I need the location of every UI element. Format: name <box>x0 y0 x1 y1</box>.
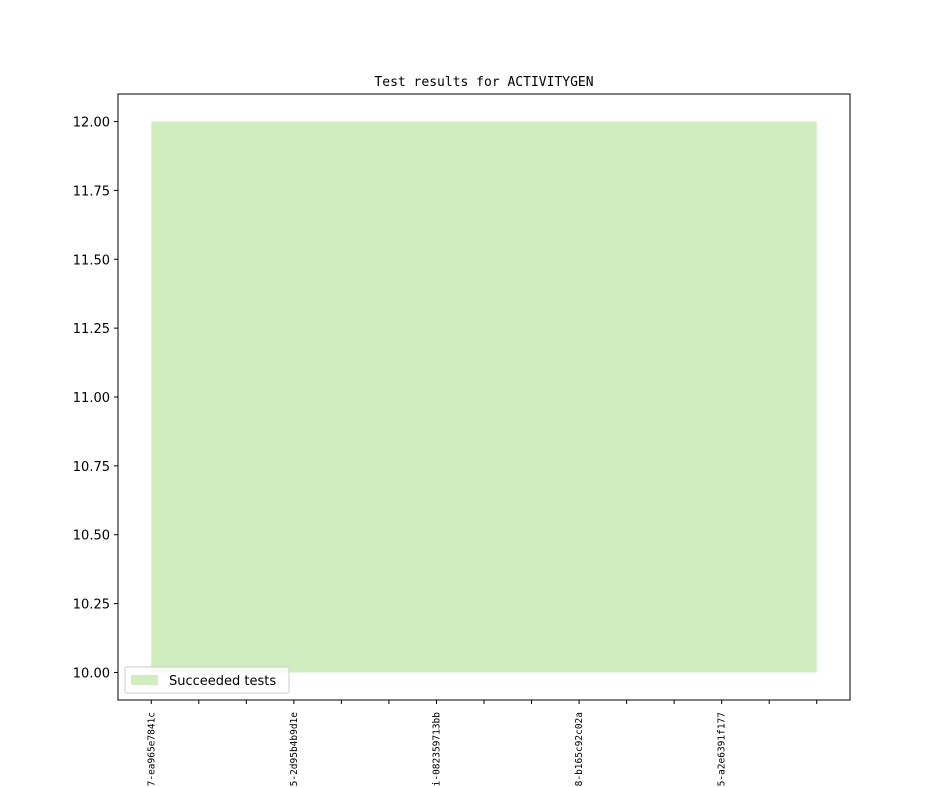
chart-title: Test results for ACTIVITYGEN <box>374 75 593 90</box>
area <box>151 121 817 673</box>
y-tick-label: 10.75 <box>73 460 110 475</box>
y-tick-label: 11.00 <box>73 391 110 406</box>
y-tick-label: 11.75 <box>73 184 110 199</box>
x-tick-label: 8-b165c92c02a <box>574 712 585 786</box>
y-tick-label: 10.00 <box>73 666 110 681</box>
legend-frame <box>124 666 290 694</box>
y-tick-label: 10.50 <box>73 529 110 544</box>
legend-swatch <box>131 675 158 685</box>
y-tick-label: 11.50 <box>73 253 110 268</box>
legend-label: Succeeded tests <box>169 674 276 689</box>
x-tick-label: 7-ea965e7841c <box>146 712 157 786</box>
x-tick-label: i-082359713bb <box>431 712 442 787</box>
y-tick-label: 10.25 <box>73 598 110 613</box>
y-tick-label: 12.00 <box>73 116 110 131</box>
legend: Succeeded tests <box>124 666 290 694</box>
x-tick-label: 5-2d95b4b9d1e <box>289 712 300 787</box>
y-tick-label: 11.25 <box>73 322 110 337</box>
x-tick-label: 5-a2e6391f177 <box>717 712 728 786</box>
